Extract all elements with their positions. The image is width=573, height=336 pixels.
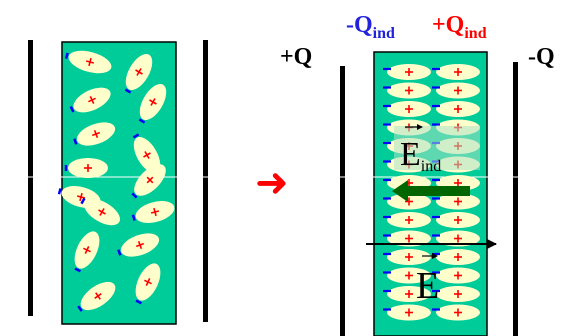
aligned-dipole (383, 249, 431, 265)
dipole-molecule (131, 201, 175, 223)
aligned-dipole (432, 64, 480, 80)
dipole-molecule (132, 133, 161, 174)
right-plate-negative (513, 62, 518, 336)
aligned-dipole (432, 230, 480, 247)
dipole-molecule (135, 263, 161, 305)
plus-sign (79, 192, 83, 202)
plus-sign (146, 176, 154, 184)
aligned-dipole (432, 193, 480, 210)
aligned-dipole (432, 304, 480, 321)
minus-mark (57, 188, 62, 195)
induced-field-symbol: Eind (400, 136, 441, 175)
external-field-symbol: E (416, 265, 439, 307)
left-plate-right (203, 40, 208, 322)
minus-mark (117, 249, 122, 256)
dipole-molecule (64, 50, 112, 74)
plus-sign (135, 69, 143, 75)
induced-negative-charge-label: -Qind (346, 12, 395, 42)
aligned-dipole (383, 64, 431, 80)
dipole-molecule (80, 197, 121, 226)
aligned-dipole (383, 212, 431, 228)
aligned-dipole (432, 249, 480, 265)
external-field: E (366, 239, 497, 307)
plus-sign (137, 240, 143, 250)
induced-field-highlight (394, 126, 480, 170)
plus-sign (143, 152, 151, 158)
dipole-molecule (73, 122, 116, 146)
minus-mark (77, 305, 83, 312)
dipole-molecule (64, 158, 108, 178)
plus-sign (83, 247, 91, 253)
dipole-molecule (131, 164, 166, 199)
aligned-dipole (432, 82, 480, 99)
minus-mark (73, 138, 78, 145)
transition-arrow: ➜ (255, 160, 289, 206)
aligned-dipole (383, 230, 431, 247)
minus-mark (80, 197, 86, 205)
plus-sign (95, 292, 101, 300)
induced-positive-charge-label: +Qind (432, 12, 487, 42)
minus-mark (135, 299, 142, 305)
aligned-dipole (432, 286, 480, 302)
induced-field-arrow (392, 180, 470, 202)
dipole-molecule (138, 83, 167, 124)
dipole-molecule (74, 231, 100, 273)
dipole-molecule (69, 87, 111, 113)
left-random-dipoles (57, 50, 175, 312)
dipole-molecule (117, 233, 160, 257)
minus-mark (74, 267, 81, 273)
dipole-molecule (124, 53, 153, 94)
plus-sign (99, 208, 105, 216)
minus-mark (69, 106, 75, 113)
positive-plate-label: +Q (280, 44, 312, 70)
aligned-dipole (383, 193, 431, 210)
aligned-dipole (383, 82, 431, 99)
left-capacitor (0, 40, 215, 325)
minus-mark (131, 192, 138, 199)
right-plate-positive (340, 66, 345, 336)
plus-sign (89, 96, 95, 104)
induced-field: Eind (392, 124, 480, 202)
plus-sign (153, 207, 157, 217)
minus-mark (131, 214, 136, 221)
minus-mark (124, 88, 132, 94)
right-capacitor: -Qind +Qind +Q -Q Eind E (280, 12, 555, 336)
aligned-dipole (383, 304, 431, 321)
aligned-dipole (432, 267, 480, 284)
aligned-dipole (383, 101, 431, 117)
plus-sign (93, 129, 99, 139)
negative-plate-label: -Q (528, 44, 555, 70)
aligned-dipole (432, 101, 480, 117)
minus-mark (64, 52, 69, 60)
plus-sign (144, 279, 152, 285)
left-plate-left (28, 40, 33, 316)
aligned-dipole (383, 267, 431, 284)
minus-mark (138, 118, 146, 124)
plus-sign (88, 57, 92, 67)
aligned-dipole (432, 212, 480, 228)
minus-mark (132, 133, 140, 139)
dipole-molecule (77, 281, 116, 312)
aligned-dipole (383, 286, 431, 302)
plus-sign (149, 99, 157, 105)
